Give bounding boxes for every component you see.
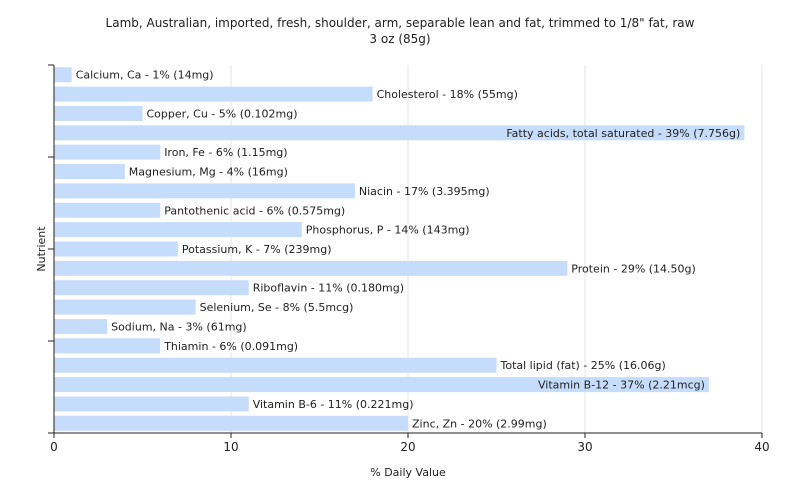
x-tick-label: 30 [577,440,592,454]
bar [54,415,408,431]
bar-label: Calcium, Ca - 1% (14mg) [76,69,214,82]
bar [54,125,745,141]
chart-subtitle: 3 oz (85g) [369,32,431,46]
bar [54,396,249,412]
bar [54,241,178,257]
bar-label: Copper, Cu - 5% (0.102mg) [147,107,298,120]
bar [54,183,355,199]
bar-label: Total lipid (fat) - 25% (16.06g) [500,359,666,372]
bar [54,377,709,393]
bar-label: Iron, Fe - 6% (1.15mg) [164,146,287,159]
bars: Calcium, Ca - 1% (14mg) Cholesterol - 18%… [54,67,745,431]
bar [54,280,249,296]
bar [54,105,143,121]
bar [54,299,196,315]
bar-label: Thiamin - 6% (0.091mg) [163,340,298,353]
bar [54,202,161,218]
bar [54,338,161,354]
x-tick-label: 20 [400,440,415,454]
bar-label: Niacin - 17% (3.395mg) [359,185,490,198]
bar [54,144,161,160]
bar [54,67,72,83]
chart-title: Lamb, Australian, imported, fresh, shoul… [105,16,695,30]
bar-label: Magnesium, Mg - 4% (16mg) [129,166,288,179]
bar [54,357,497,373]
bar-label: Sodium, Na - 3% (61mg) [111,320,247,333]
bar [54,222,302,238]
bar-label: Zinc, Zn - 20% (2.99mg) [412,417,547,430]
bar [54,260,568,276]
bar-label: Phosphorus, P - 14% (143mg) [306,224,470,237]
axes: 0 10 20 30 40 [48,64,770,454]
bar-label: Cholesterol - 18% (55mg) [377,88,518,101]
y-axis-label: Nutrient [35,226,48,272]
bar-label: Selenium, Se - 8% (5.5mcg) [200,301,354,314]
bar-label: Fatty acids, total saturated - 39% (7.75… [506,127,740,140]
bar-label: Vitamin B-6 - 11% (0.221mg) [253,398,414,411]
bar-label: Vitamin B-12 - 37% (2.21mcg) [538,379,705,392]
bar-label: Riboflavin - 11% (0.180mg) [253,282,404,295]
bar-label: Protein - 29% (14.50g) [571,262,696,275]
bar [54,164,125,180]
bar [54,86,373,102]
x-tick-label: 0 [50,440,58,454]
x-axis-label: % Daily Value [370,466,446,479]
bar-label: Pantothenic acid - 6% (0.575mg) [164,204,345,217]
x-tick-label: 40 [754,440,769,454]
x-tick-label: 10 [223,440,238,454]
bar [54,318,108,334]
bar-label: Potassium, K - 7% (239mg) [182,243,332,256]
